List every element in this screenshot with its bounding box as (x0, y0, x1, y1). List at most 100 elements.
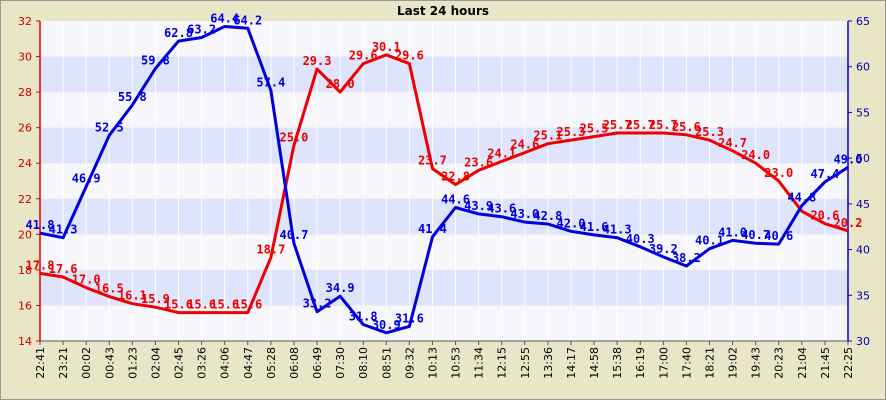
data-label: 42.0 (557, 216, 586, 230)
x-tick-label: 05:28 (265, 347, 278, 379)
x-tick-label: 14:58 (588, 347, 601, 379)
right-tick-label: 60 (856, 61, 870, 74)
data-label: 15.9 (141, 292, 170, 306)
data-label: 39.2 (649, 242, 678, 256)
x-tick-label: 06:08 (288, 347, 301, 379)
data-label: 52.5 (95, 120, 124, 134)
x-tick-label: 17:00 (657, 347, 670, 379)
x-tick-label: 16:19 (634, 347, 647, 379)
data-label: 16.1 (118, 289, 147, 303)
x-tick-label: 13:36 (542, 347, 555, 379)
data-label: 23.0 (764, 166, 793, 180)
right-tick-label: 35 (856, 289, 870, 302)
x-tick-label: 02:45 (173, 347, 186, 379)
data-label: 49.0 (834, 152, 863, 166)
data-label: 44.6 (441, 193, 470, 207)
series-line-1 (39, 53, 849, 315)
data-label: 40.7 (741, 228, 770, 242)
left-tick-label: 24 (18, 157, 32, 170)
data-label: 33.2 (303, 297, 332, 311)
left-tick-label: 20 (18, 228, 32, 241)
right-tick-label: 40 (856, 244, 870, 257)
grid-band (40, 234, 848, 270)
data-label: 41.4 (418, 222, 447, 236)
left-tick-label: 26 (18, 122, 32, 135)
data-label: 24.6 (510, 138, 539, 152)
data-label: 24.0 (741, 148, 770, 162)
x-tick-label: 22:25 (842, 347, 855, 379)
left-tick-label: 16 (18, 299, 32, 312)
data-label: 63.2 (187, 22, 216, 36)
data-label: 30.9 (372, 318, 401, 332)
data-label: 40.6 (764, 229, 793, 243)
x-tick-label: 17:40 (680, 347, 693, 379)
data-label: 24.1 (487, 146, 516, 160)
data-label: 42.8 (533, 209, 562, 223)
data-label: 62.8 (164, 26, 193, 40)
data-label: 25.1 (533, 129, 562, 143)
x-tick-label: 09:32 (403, 347, 416, 379)
chart-title: Last 24 hours (396, 4, 490, 18)
x-tick-label: 18:21 (703, 347, 716, 379)
data-label: 15.6 (233, 298, 262, 312)
data-label: 15.6 (164, 298, 193, 312)
data-label: 44.8 (787, 191, 816, 205)
grid-band (40, 198, 848, 235)
right-tick-label: 30 (856, 335, 870, 348)
x-tick-label: 01:23 (126, 347, 139, 379)
data-label: 25.3 (557, 125, 586, 139)
data-label: 17.0 (72, 273, 101, 287)
grid-band (40, 21, 848, 57)
data-label: 18.7 (256, 242, 285, 256)
x-tick-label: 02:04 (149, 347, 162, 379)
data-label: 47.4 (810, 167, 839, 181)
x-tick-label: 21:45 (819, 347, 832, 379)
data-label: 64.2 (233, 13, 262, 27)
x-tick-label: 00:43 (103, 347, 116, 379)
x-tick-label: 19:43 (750, 347, 763, 379)
data-label: 31.6 (395, 311, 424, 325)
data-label: 25.7 (603, 118, 632, 132)
data-label: 17.6 (49, 262, 78, 276)
data-label: 30.1 (372, 40, 401, 54)
data-label: 34.9 (326, 281, 355, 295)
data-label: 40.7 (279, 228, 308, 242)
x-tick-label: 04:06 (219, 347, 232, 379)
data-label: 55.8 (118, 90, 147, 104)
data-label: 64.4 (210, 11, 239, 25)
data-label: 20.2 (834, 216, 863, 230)
data-label: 25.3 (695, 125, 724, 139)
data-label: 15.6 (187, 298, 216, 312)
data-label: 40.1 (695, 234, 724, 248)
data-label: 43.9 (464, 199, 493, 213)
data-label: 43.0 (510, 207, 539, 221)
data-label: 41.8 (26, 218, 55, 232)
left-tick-label: 30 (18, 51, 32, 64)
x-tick-label: 12:55 (519, 347, 532, 379)
x-tick-label: 20:23 (773, 347, 786, 379)
data-label: 17.8 (26, 258, 55, 272)
x-tick-label: 03:26 (196, 347, 209, 379)
data-label: 28.0 (326, 77, 355, 91)
data-label: 15.6 (210, 298, 239, 312)
data-label: 29.6 (349, 49, 378, 63)
right-tick-label: 65 (856, 15, 870, 28)
data-label: 59.8 (141, 54, 170, 68)
data-label: 24.7 (718, 136, 747, 150)
x-tick-label: 00:02 (80, 347, 93, 379)
data-label: 41.3 (49, 223, 78, 237)
data-label: 23.7 (418, 154, 447, 168)
grid-band (40, 163, 848, 199)
left-tick-label: 18 (18, 264, 32, 277)
data-label: 22.8 (441, 170, 470, 184)
x-tick-label: 15:38 (611, 347, 624, 379)
x-tick-label: 10:13 (426, 347, 439, 379)
data-label: 38.2 (672, 251, 701, 265)
axes (36, 20, 852, 345)
left-tick-label: 14 (18, 335, 32, 348)
data-label: 41.0 (718, 225, 747, 239)
data-label: 25.5 (580, 122, 609, 136)
data-label: 41.3 (603, 223, 632, 237)
x-tick-label: 23:21 (57, 347, 70, 379)
x-tick-label: 22:41 (34, 347, 47, 379)
